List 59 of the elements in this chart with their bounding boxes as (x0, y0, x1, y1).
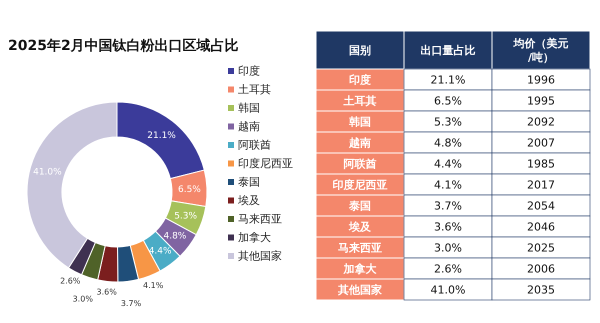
legend-label: 阿联酋 (238, 138, 271, 152)
data-label: 3.6% (434, 220, 462, 234)
data-label: 2017 (527, 178, 555, 192)
data-label: 4.1% (434, 178, 462, 192)
data-label: 2054 (527, 200, 555, 212)
legend-label: 印度 (238, 64, 260, 78)
text: 国别 (349, 44, 371, 57)
data-label: 6.5% (178, 184, 202, 195)
category-label: 印度 (349, 74, 371, 86)
category-label: 马来西亚 (338, 242, 382, 254)
category-label: 土耳其 (342, 94, 376, 108)
data-label: 2025 (527, 242, 555, 254)
data-label: 2046 (527, 220, 555, 234)
legend-label: 马来西亚 (238, 212, 282, 226)
category-label: 印度尼西亚 (332, 178, 388, 192)
category-label: 加拿大 (342, 262, 378, 276)
data-label: 5.3% (434, 116, 462, 128)
data-label: 41.0% (33, 168, 62, 178)
data-label: 5.3% (174, 211, 198, 222)
category-label: 埃及 (348, 220, 372, 234)
data-label: 2.6% (60, 276, 81, 286)
series-label: 均价（美元/吨） (512, 37, 568, 64)
data-label: 2035 (527, 284, 555, 296)
category-label: 韩国 (348, 116, 371, 128)
data-label: 3.0% (434, 242, 462, 254)
data-label: 4.4% (434, 158, 462, 170)
data-label: 2092 (527, 116, 555, 128)
legend-label: 泰国 (238, 176, 260, 188)
data-label: 2006 (527, 262, 555, 276)
category-label: 阿联酋 (344, 158, 376, 170)
data-label: 21.1% (430, 74, 466, 86)
data-label: 3.0% (72, 294, 94, 304)
legend-label: 土耳其 (238, 83, 271, 96)
category-label: 泰国 (348, 200, 371, 212)
data-label: 3.7% (120, 299, 142, 308)
data-label: 6.5% (434, 94, 462, 108)
data-label: 3.6% (96, 287, 118, 296)
data-label: 1985 (527, 158, 555, 170)
legend-label: 埃及 (237, 194, 260, 207)
category-label: 其他国家 (337, 284, 382, 296)
chart-title: 2025年2月中国钛白粉出口区域占比 (8, 38, 239, 54)
legend-label: 越南 (238, 120, 260, 133)
data-label: 3.7% (434, 200, 462, 212)
legend-label: 印度尼西亚 (238, 157, 293, 170)
data-label: 1995 (527, 94, 555, 108)
data-label: 4.1% (143, 281, 164, 290)
data-label: 4.8% (434, 136, 462, 150)
data-label: 4.4% (148, 246, 172, 256)
category-label: 越南 (348, 136, 371, 150)
legend-label: 加拿大 (238, 231, 271, 244)
data-label: 1996 (527, 74, 555, 86)
legend-label: 韩国 (238, 102, 260, 114)
data-label: 2.6% (434, 262, 462, 276)
series-label: 出口量占比 (420, 44, 476, 57)
data-label: 21.1% (147, 130, 176, 141)
legend-label: 其他国家 (238, 250, 282, 262)
data-label: 41.0% (430, 284, 466, 296)
data-label: 2007 (527, 136, 555, 150)
data-label: 4.8% (164, 232, 187, 242)
